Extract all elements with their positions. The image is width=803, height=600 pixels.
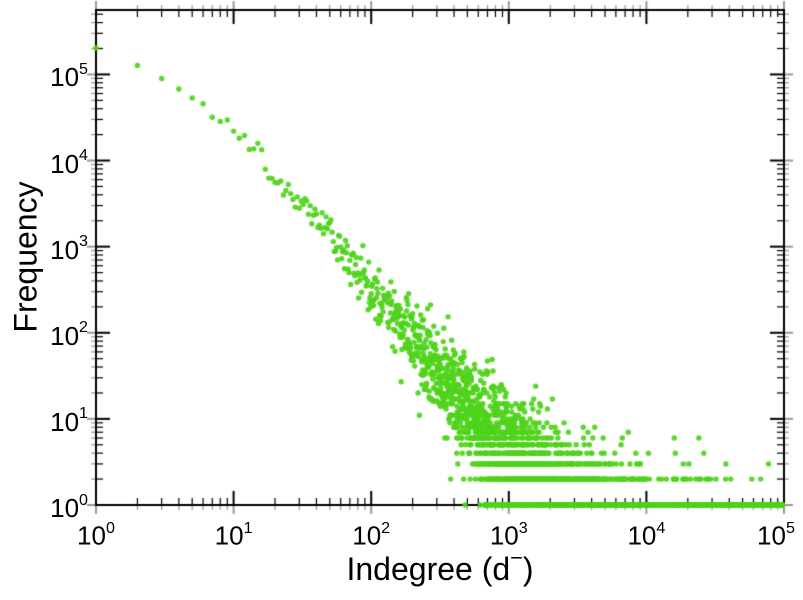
- x-axis-label-prefix: Indegree (d: [346, 550, 511, 587]
- x-tick-label: 100: [77, 518, 115, 551]
- y-axis-label: Frequency: [7, 181, 44, 333]
- y-tick-label: 105: [50, 60, 88, 93]
- x-axis-label-superscript: −: [510, 544, 523, 570]
- y-tick-label: 104: [50, 146, 88, 179]
- y-tick-label: 103: [50, 232, 88, 265]
- y-tick-label: 102: [50, 318, 88, 351]
- x-tick-label: 101: [214, 518, 253, 551]
- x-tick-label: 105: [757, 518, 795, 551]
- x-tick-label: 103: [489, 518, 528, 551]
- x-axis-label-suffix: ): [522, 550, 534, 587]
- y-tick-label: 100: [50, 490, 88, 523]
- x-tick-label: 102: [352, 518, 391, 551]
- y-tick-label: 101: [50, 404, 88, 437]
- x-tick-label: 104: [627, 518, 666, 551]
- x-axis-label: Indegree (d−): [346, 544, 534, 588]
